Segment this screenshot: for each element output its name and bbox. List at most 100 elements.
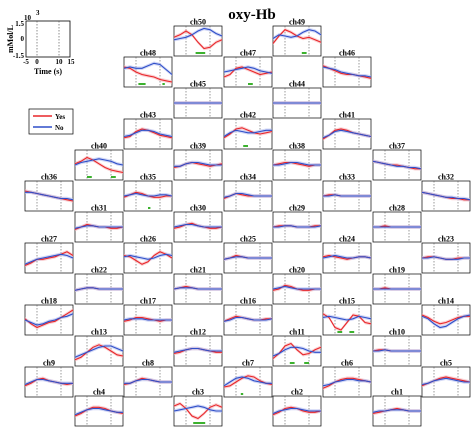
panel-ch2: ch2 xyxy=(272,388,322,427)
no-confidence-band xyxy=(273,224,321,229)
panel-label: ch40 xyxy=(91,142,107,151)
significance-marker xyxy=(195,52,206,54)
panel-label: ch18 xyxy=(41,297,57,306)
panel-ch23: ch23 xyxy=(421,235,471,274)
yes-series-line xyxy=(272,342,322,359)
panel-ch40: ch40 xyxy=(74,142,124,181)
panel-label: ch2 xyxy=(291,388,303,397)
significance-marker xyxy=(193,422,206,424)
no-series-line xyxy=(74,407,123,416)
no-confidence-band xyxy=(323,377,371,388)
no-confidence-band xyxy=(273,345,321,358)
panel-label: ch35 xyxy=(140,173,156,182)
panel-ch9: ch9 xyxy=(24,359,74,398)
panel-label: ch48 xyxy=(140,49,156,58)
panel-label: ch30 xyxy=(190,204,206,213)
significance-marker xyxy=(337,331,343,333)
panel-ch17: ch17 xyxy=(123,297,173,336)
panel-frame xyxy=(74,335,124,367)
panel-label: ch11 xyxy=(289,328,305,337)
yes-series-line xyxy=(24,309,74,329)
panel-label: ch22 xyxy=(91,266,107,275)
panel-label: ch44 xyxy=(289,80,305,89)
significance-marker xyxy=(301,52,307,54)
panel-label: ch20 xyxy=(289,266,305,275)
no-series-line xyxy=(74,158,124,166)
panel-label: ch27 xyxy=(41,235,57,244)
panel-label: ch21 xyxy=(190,266,206,275)
yes-confidence-band xyxy=(124,250,172,266)
panel-ch25: ch25 xyxy=(223,235,273,274)
significance-marker xyxy=(111,176,116,178)
panel-ch24: ch24 xyxy=(322,235,372,274)
panel-label: ch9 xyxy=(43,359,55,368)
no-series-line xyxy=(272,346,321,357)
panel-label: ch13 xyxy=(91,328,107,337)
panel-ch32: ch32 xyxy=(421,173,471,212)
panel-label: ch33 xyxy=(339,173,355,182)
no-series-line xyxy=(74,345,124,358)
no-series-line xyxy=(24,313,74,326)
yes-series-line xyxy=(123,251,173,265)
no-series-line xyxy=(223,256,272,260)
yes-series-line xyxy=(223,66,273,78)
panel-label: ch39 xyxy=(190,142,206,151)
panel-label: ch29 xyxy=(289,204,305,213)
significance-marker xyxy=(148,207,151,209)
no-confidence-band xyxy=(174,346,222,354)
yes-confidence-band xyxy=(124,127,172,140)
panel-ch20: ch20 xyxy=(272,266,322,305)
yes-series-line xyxy=(173,402,223,420)
panel-ch21: ch21 xyxy=(173,266,223,305)
panel-ch36: ch36 xyxy=(24,173,74,212)
reference-ytick-mid: 0 xyxy=(21,35,25,43)
panel-ch34: ch34 xyxy=(223,173,273,212)
panel-ch3: ch3 xyxy=(173,388,223,427)
panel-ch29: ch29 xyxy=(272,204,322,243)
panel-label: ch49 xyxy=(289,18,305,27)
no-confidence-band xyxy=(174,286,222,291)
no-series-line xyxy=(25,191,74,201)
panel-ch42: ch42 xyxy=(223,111,273,150)
legend-no-label: No xyxy=(55,124,64,132)
panel-label: ch1 xyxy=(391,388,403,397)
no-series-line xyxy=(421,191,471,201)
no-series-line xyxy=(223,129,272,137)
panel-ch15: ch15 xyxy=(322,297,372,336)
panel-label: ch19 xyxy=(389,266,405,275)
no-series-line xyxy=(74,225,123,229)
panel-ch48: ch48 xyxy=(123,49,173,88)
panel-label: ch8 xyxy=(142,359,154,368)
panel-frame xyxy=(123,56,173,88)
no-series-line xyxy=(223,316,273,322)
panel-ch18: ch18 xyxy=(24,297,74,336)
panel-label: ch45 xyxy=(190,80,206,89)
panel-label: ch41 xyxy=(339,111,355,120)
panel-ch47: ch47 xyxy=(223,49,273,88)
panel-ch22: ch22 xyxy=(74,266,124,305)
panel-ch13: ch13 xyxy=(74,328,124,367)
no-series-line xyxy=(24,378,73,386)
exponent-power: 3 xyxy=(36,9,40,17)
no-confidence-band xyxy=(124,317,172,322)
reference-ylabel: mMol/L xyxy=(6,25,15,53)
reference-xtick-3: 10 xyxy=(56,58,64,66)
panel-label: ch10 xyxy=(389,328,405,337)
panel-label: ch3 xyxy=(192,388,204,397)
no-series-line xyxy=(272,407,321,415)
panel-ch8: ch8 xyxy=(123,359,173,398)
yes-series-line xyxy=(123,66,173,83)
panel-frame xyxy=(24,242,74,274)
panel-label: ch6 xyxy=(341,359,353,368)
panel-ch46: ch46 xyxy=(322,49,372,88)
panel-label: ch25 xyxy=(240,235,256,244)
panel-ch28: ch28 xyxy=(372,204,422,243)
significance-marker xyxy=(87,176,92,178)
panel-label: ch38 xyxy=(289,142,305,151)
panel-label: ch23 xyxy=(438,235,454,244)
panel-ch44: ch44 xyxy=(272,80,322,119)
no-series-line xyxy=(173,287,222,290)
panel-ch31: ch31 xyxy=(74,204,124,243)
yes-confidence-band xyxy=(174,401,222,421)
no-series-line xyxy=(422,256,470,260)
